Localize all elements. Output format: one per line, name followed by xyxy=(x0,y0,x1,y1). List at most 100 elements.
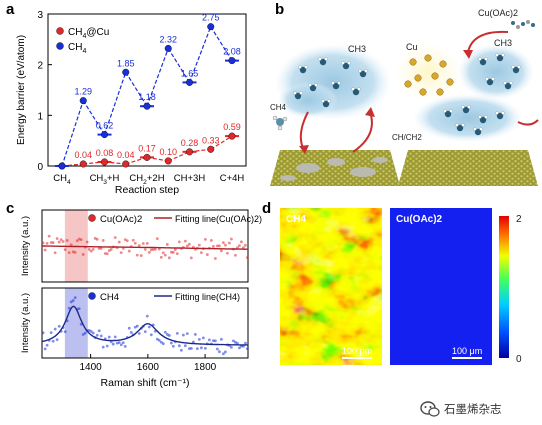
methyl-carbon xyxy=(474,128,482,136)
methyl-carbon xyxy=(294,92,302,100)
spectrum-point xyxy=(45,343,49,347)
spectrum-point xyxy=(117,341,121,344)
x-tick-label: C+4H xyxy=(220,173,245,184)
spectrum-point xyxy=(179,348,183,352)
spectrum-point xyxy=(141,242,145,245)
spectrum-point xyxy=(175,331,179,335)
methyl-carbon xyxy=(342,62,350,70)
spectrum-point xyxy=(228,241,231,245)
spectrum-point xyxy=(81,253,85,256)
x-tick-label: 1800 xyxy=(194,362,217,373)
methyl-hydrogen xyxy=(517,65,521,69)
spectrum-point xyxy=(135,253,139,257)
spectrum-point xyxy=(133,241,137,245)
spectrum-point xyxy=(97,329,101,333)
colorbar-min: 0 xyxy=(516,354,522,365)
spectrum-point xyxy=(230,345,233,349)
methyl-hydrogen xyxy=(299,91,303,95)
legend-marker xyxy=(88,214,96,222)
methyl-hydrogen xyxy=(455,123,459,127)
cu-vapor xyxy=(394,42,462,102)
y-axis-label: Energy barrier (eV/atom) xyxy=(16,35,27,145)
spectrum-point xyxy=(155,237,159,241)
spectrum-point xyxy=(95,237,99,241)
spectrum-point xyxy=(207,338,211,342)
data-label: 0.08 xyxy=(96,148,114,158)
spectrum-point xyxy=(89,330,93,333)
spectrum-point xyxy=(157,338,161,342)
data-point xyxy=(228,132,236,140)
methyl-hydrogen xyxy=(484,57,488,61)
methyl-hydrogen xyxy=(495,53,499,57)
series-line-segment xyxy=(168,151,190,162)
spectrum-point xyxy=(242,246,245,250)
cu-atom xyxy=(404,80,412,88)
spectrum-point xyxy=(217,244,221,248)
spectrum-point xyxy=(111,342,115,346)
spectrum-point xyxy=(137,244,141,247)
panel-label-a: a xyxy=(6,1,15,18)
spectrum-point xyxy=(244,243,247,247)
spectrum-point xyxy=(244,341,247,345)
methyl-hydrogen xyxy=(478,115,482,119)
data-point xyxy=(58,162,66,170)
spectrum-point xyxy=(215,244,219,248)
right-cloud-top xyxy=(458,44,534,100)
methyl-hydrogen xyxy=(304,65,308,69)
spectrum-point xyxy=(45,242,49,245)
legend-entry: CH4@Cu xyxy=(68,27,109,40)
data-label: 0.04 xyxy=(74,150,92,160)
spectrum-point xyxy=(149,333,153,337)
methyl-carbon xyxy=(309,84,317,92)
right-cuoac2-label: Cu(OAc)2 xyxy=(478,8,518,18)
data-point xyxy=(185,148,193,156)
data-point xyxy=(79,97,87,105)
methyl-hydrogen xyxy=(314,83,318,87)
cuoac2-map-label: Cu(OAc)2 xyxy=(396,214,443,225)
data-label: 0.59 xyxy=(223,122,241,132)
spectrum-point xyxy=(240,240,243,244)
methyl-carbon xyxy=(479,116,487,124)
methyl-carbon xyxy=(352,88,360,96)
spectrum-point xyxy=(107,335,111,339)
spectrum-point xyxy=(161,342,165,346)
methyl-hydrogen xyxy=(351,87,355,91)
spectrum-point xyxy=(123,344,127,348)
methyl-carbon xyxy=(462,106,470,114)
fitting-line xyxy=(42,245,248,250)
methyl-hydrogen xyxy=(511,65,515,69)
right-arrow-right xyxy=(517,119,539,126)
spectrum-point xyxy=(211,245,215,248)
data-point xyxy=(122,68,130,76)
spectrum-point xyxy=(195,347,199,351)
methyl-hydrogen xyxy=(479,127,483,131)
cuoac2-scalebar-label: 100 μm xyxy=(452,346,482,356)
spectrum-point xyxy=(145,314,149,318)
spectrum-point xyxy=(143,248,147,251)
spectrum-point xyxy=(167,334,171,337)
spectrum-point xyxy=(105,344,109,348)
y-tick-label: 0 xyxy=(37,162,43,173)
methyl-carbon xyxy=(512,66,520,74)
spectrum-point xyxy=(99,334,103,338)
spectrum-point xyxy=(167,256,171,260)
spectrum-point xyxy=(51,339,55,343)
spectrum-point xyxy=(119,343,123,347)
spectrum-point xyxy=(131,238,135,242)
spectrum-point xyxy=(232,339,235,343)
spectrum-point xyxy=(234,253,237,257)
methyl-hydrogen xyxy=(461,123,465,127)
spectrum-point xyxy=(125,239,129,243)
left-scene: CH3 CH4 xyxy=(270,44,400,186)
methyl-hydrogen xyxy=(501,111,505,115)
series-line-segment xyxy=(146,48,169,107)
spectrum-point xyxy=(101,345,105,349)
spectrum-point xyxy=(77,307,81,311)
colorbar-max: 2 xyxy=(516,214,522,225)
spectrum-point xyxy=(163,330,167,334)
spectrum-point xyxy=(101,239,105,242)
spectrum-point xyxy=(71,299,75,302)
spectrum-point xyxy=(85,240,89,244)
spectrum-point xyxy=(197,337,201,341)
y-axis-label: Intensity (a.u.) xyxy=(20,293,31,353)
